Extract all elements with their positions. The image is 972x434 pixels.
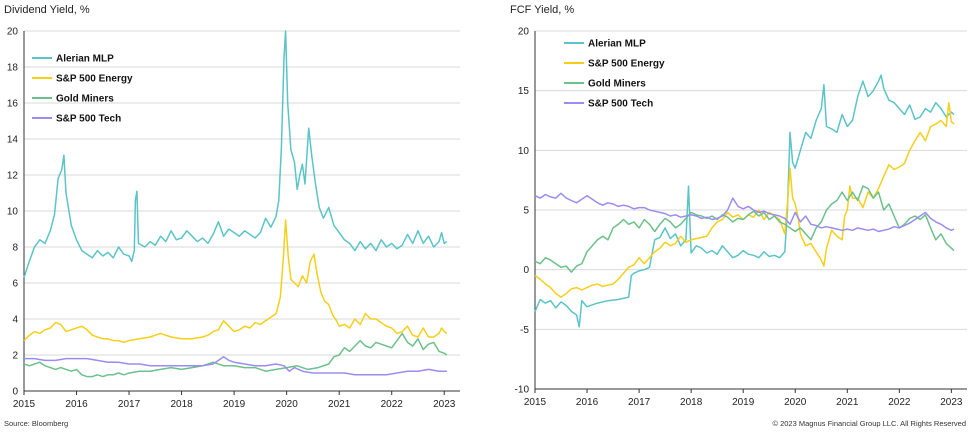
legend-item-sandp-500-tech: S&P 500 Tech: [32, 114, 121, 125]
copyright-note: © 2023 Magnus Financial Group LLC. All R…: [772, 419, 966, 428]
legend-label: S&P 500 Tech: [56, 114, 121, 125]
y-tick-label: -10: [515, 385, 530, 396]
x-tick-label: 2019: [223, 399, 246, 410]
legend-label: Gold Miners: [588, 79, 646, 90]
x-tick-label: 2017: [628, 397, 651, 408]
legend-item-alerian-mlp: Alerian MLP: [32, 54, 114, 65]
series-line-gold-miners: [534, 185, 955, 273]
x-tick-label: 2016: [576, 397, 599, 408]
legend-item-alerian-mlp: Alerian MLP: [564, 39, 646, 50]
x-tick-label: 2020: [784, 397, 807, 408]
x-tick-label: 2015: [524, 397, 547, 408]
dividend-yield-title: Dividend Yield, %: [4, 4, 90, 16]
y-tick-label: 8: [12, 243, 18, 254]
y-tick-label: 10: [7, 207, 19, 218]
y-tick-label: 0: [12, 387, 18, 398]
legend-label: S&P 500 Energy: [56, 74, 133, 85]
x-tick-label: 2021: [836, 397, 859, 408]
legend-label: S&P 500 Energy: [588, 59, 665, 70]
y-tick-label: 15: [518, 86, 530, 97]
x-tick-label: 2015: [13, 399, 36, 410]
dividend-yield-chart: 0 2 4 6 8 10 12 14 16 18 20 2015 2016 2017 2018 2019 202…: [7, 27, 460, 410]
y-tick-label: 2: [12, 351, 18, 362]
x-tick-label: 2023: [940, 397, 963, 408]
x-tick-label: 2016: [65, 399, 88, 410]
series-line-sandp-500-tech: [534, 192, 955, 233]
legend-item-gold-miners: Gold Miners: [32, 94, 114, 105]
legend-label: S&P 500 Tech: [588, 99, 653, 110]
series-line-alerian-mlp: [534, 74, 955, 328]
legend-item-sandp-500-energy: S&P 500 Energy: [564, 59, 665, 70]
y-tick-label: 14: [7, 135, 19, 146]
dividend-yield-panel: Dividend Yield, % 0 2 4 6 8 10 12 14 16 18 20 2015 2…: [0, 0, 480, 434]
legend-label: Alerian MLP: [56, 54, 114, 65]
x-tick-label: 2018: [170, 399, 193, 410]
x-tick-label: 2023: [433, 399, 456, 410]
y-tick-label: 6: [12, 279, 18, 290]
legend-item-gold-miners: Gold Miners: [564, 79, 646, 90]
x-tick-label: 2021: [328, 399, 351, 410]
series-line-alerian-mlp: [23, 30, 448, 278]
series-line-sandp-500-energy: [23, 219, 448, 344]
series-line-sandp-500-tech: [24, 356, 447, 376]
legend-item-sandp-500-energy: S&P 500 Energy: [32, 74, 133, 85]
series-line-sandp-500-energy: [534, 101, 955, 298]
y-tick-label: -5: [520, 325, 529, 336]
fcf-yield-chart: -10 -5 0 5 10 15 20 2015 2016 2017 2018 2019 2020 202…: [515, 27, 967, 408]
series-line-gold-miners: [23, 332, 448, 378]
x-tick-label: 2017: [118, 399, 141, 410]
y-tick-label: 18: [7, 63, 19, 74]
y-tick-label: 20: [7, 27, 19, 38]
y-tick-label: 20: [518, 27, 530, 38]
x-tick-label: 2018: [680, 397, 703, 408]
x-tick-label: 2020: [276, 399, 299, 410]
y-tick-label: 5: [523, 206, 529, 217]
legend-label: Alerian MLP: [588, 39, 646, 50]
y-tick-label: 4: [12, 315, 18, 326]
y-tick-label: 10: [518, 146, 530, 157]
x-tick-label: 2022: [888, 397, 911, 408]
fcf-yield-panel: FCF Yield, % -10 -5 0 5 10 15 20 2015 2016 2017 20…: [490, 0, 972, 434]
y-tick-label: 0: [523, 265, 529, 276]
y-tick-label: 16: [7, 99, 19, 110]
x-tick-label: 2022: [381, 399, 404, 410]
source-note: Source: Bloomberg: [4, 419, 69, 428]
legend-label: Gold Miners: [56, 94, 114, 105]
fcf-yield-title: FCF Yield, %: [510, 4, 575, 16]
legend-item-sandp-500-tech: S&P 500 Tech: [564, 99, 653, 110]
x-tick-label: 2019: [732, 397, 755, 408]
y-tick-label: 12: [7, 171, 19, 182]
